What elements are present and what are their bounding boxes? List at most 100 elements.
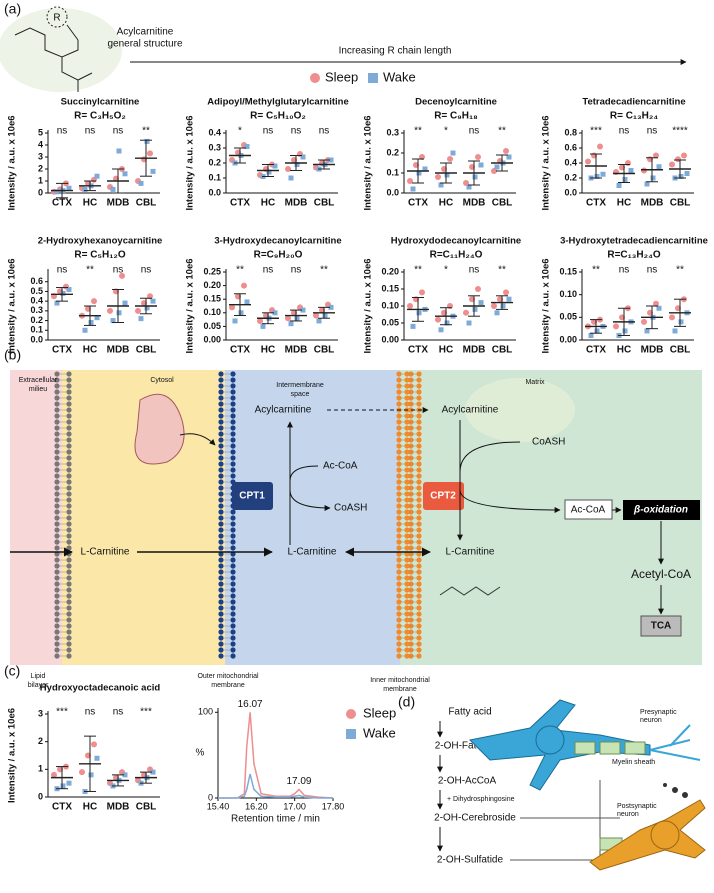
lipid-head bbox=[218, 617, 224, 623]
lipid-head bbox=[218, 605, 224, 611]
lipid-head bbox=[66, 491, 72, 497]
region-label: Intermembrane bbox=[276, 382, 324, 389]
sleep-point bbox=[475, 154, 481, 160]
wake-point bbox=[122, 300, 128, 306]
lipid-head bbox=[66, 467, 72, 473]
x-tick-label: HC bbox=[83, 802, 97, 813]
y-tick-label: 0.8 bbox=[564, 127, 577, 137]
wake-point bbox=[322, 313, 328, 319]
lipid-head bbox=[396, 491, 402, 497]
pathway-diagram: Extracellular milieu Cytosol Intermembra… bbox=[10, 370, 702, 693]
lipid-head bbox=[54, 413, 60, 419]
neuron-label: Postsynaptic bbox=[617, 803, 657, 810]
lipid-head bbox=[416, 443, 422, 449]
wake-point bbox=[678, 319, 684, 325]
sleep-point bbox=[407, 178, 413, 184]
x-tick-label: HC bbox=[261, 198, 275, 209]
lipid-head bbox=[54, 623, 60, 629]
lipid-head bbox=[54, 539, 60, 545]
lipid-head bbox=[54, 455, 60, 461]
wake-point bbox=[122, 772, 128, 778]
lipid-head bbox=[218, 569, 224, 575]
wake-point bbox=[472, 174, 478, 180]
x-tick-label: HC bbox=[83, 345, 97, 356]
enzyme: CPT1 bbox=[239, 491, 265, 502]
wake-point bbox=[588, 332, 594, 338]
region-label: milieu bbox=[29, 386, 47, 393]
wake-point bbox=[678, 174, 684, 179]
lipid-head bbox=[66, 563, 72, 569]
chart-title: Tetradecadiencarnitine bbox=[582, 97, 685, 108]
lipid-head bbox=[230, 431, 236, 437]
lipid-head bbox=[230, 587, 236, 593]
step: 2-OH-Cerebroside bbox=[434, 813, 516, 824]
wake-point bbox=[416, 310, 422, 316]
peak-label: 16.07 bbox=[238, 699, 263, 710]
lipid-head bbox=[396, 617, 402, 623]
lipid-head bbox=[404, 545, 410, 551]
legend-swatch bbox=[346, 709, 356, 719]
chart-title: Hydroxydodecanoylcarnitine bbox=[391, 236, 521, 247]
lipid-head bbox=[416, 587, 422, 593]
wake-point bbox=[122, 171, 128, 177]
lipid-head bbox=[66, 605, 72, 611]
lipid-head bbox=[230, 641, 236, 647]
lipid-head bbox=[230, 623, 236, 629]
wake-point bbox=[272, 310, 278, 316]
lipid-head bbox=[230, 455, 236, 461]
lipid-head bbox=[54, 383, 60, 389]
x-tick-label: MDB bbox=[285, 345, 308, 356]
lipid-head bbox=[66, 569, 72, 575]
lipid-head bbox=[218, 557, 224, 563]
lipid-head bbox=[66, 407, 72, 413]
lipid-head bbox=[54, 605, 60, 611]
lipid-head bbox=[404, 449, 410, 455]
lipid-head bbox=[416, 473, 422, 479]
lipid-head bbox=[230, 539, 236, 545]
lipid-head bbox=[416, 635, 422, 641]
lipid-head bbox=[404, 623, 410, 629]
wake-point bbox=[150, 769, 156, 775]
wake-point bbox=[656, 164, 662, 170]
sleep-point bbox=[229, 304, 235, 311]
lipid-head bbox=[54, 587, 60, 593]
lipid-head bbox=[404, 455, 410, 461]
wake-point bbox=[60, 290, 66, 296]
neuron-label: neuron bbox=[617, 811, 639, 818]
lipid-head bbox=[404, 635, 410, 641]
lipid-head bbox=[404, 395, 410, 401]
lipid-head bbox=[54, 515, 60, 521]
wake-point bbox=[478, 300, 484, 306]
lipid-head bbox=[66, 509, 72, 515]
lipid-head bbox=[218, 593, 224, 599]
y-axis-label: Intensity / a.u. x 10e6 bbox=[185, 258, 196, 353]
sleep-point bbox=[669, 161, 675, 168]
wake-point bbox=[116, 310, 122, 316]
molecule: Ac-CoA bbox=[323, 461, 358, 472]
lipid-head bbox=[230, 617, 236, 623]
significance: ns bbox=[291, 265, 302, 276]
y-tick-label: 0 bbox=[38, 187, 43, 197]
neuron-label: Myelin sheath bbox=[612, 759, 655, 766]
membrane-label: bilayer bbox=[28, 682, 49, 689]
wake-point bbox=[232, 318, 238, 324]
significance: ** bbox=[236, 265, 244, 276]
lipid-head bbox=[396, 455, 402, 461]
legend-swatch bbox=[346, 729, 356, 739]
lipid-head bbox=[66, 593, 72, 599]
x-tick-label: CTX bbox=[408, 345, 428, 356]
lipid-head bbox=[54, 419, 60, 425]
wake-point bbox=[316, 318, 322, 324]
sleep-point bbox=[653, 152, 659, 159]
lipid-head bbox=[404, 479, 410, 485]
sleep-point bbox=[681, 152, 687, 159]
lipid-head bbox=[396, 635, 402, 641]
lipid-head bbox=[218, 581, 224, 587]
sleep-point bbox=[91, 298, 97, 305]
lipid-head bbox=[218, 575, 224, 581]
y-tick-label: 2 bbox=[38, 736, 43, 746]
lipid-head bbox=[404, 605, 410, 611]
x-tick-label: CBL bbox=[492, 345, 513, 356]
lipid-head bbox=[396, 437, 402, 443]
